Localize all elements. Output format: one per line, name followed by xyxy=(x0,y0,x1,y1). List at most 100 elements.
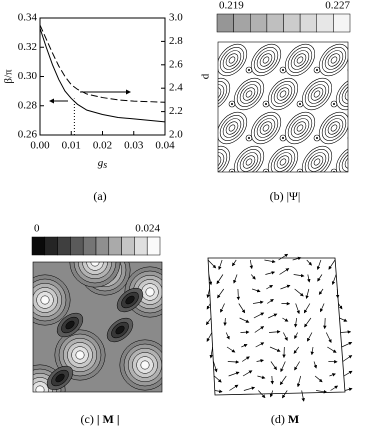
vector-arrow xyxy=(328,259,336,270)
contour-dot xyxy=(316,137,318,139)
contour-dot xyxy=(263,33,269,39)
vector-arrow xyxy=(213,375,222,383)
contour-level xyxy=(75,350,85,360)
contour-line xyxy=(253,115,279,141)
contour-line xyxy=(284,111,316,145)
vector-arrow xyxy=(270,375,274,385)
colorbar-cell xyxy=(299,13,317,33)
contour-line xyxy=(273,84,293,104)
contour-line xyxy=(194,192,202,201)
contour-dot xyxy=(282,69,284,71)
caption-symbol: |Ψ| xyxy=(287,189,301,203)
contour-line xyxy=(279,158,287,166)
contour-line xyxy=(296,124,304,132)
contour-line xyxy=(324,118,344,138)
vector-arrow xyxy=(306,259,312,266)
vector-arrow xyxy=(292,256,302,261)
contour-line xyxy=(321,115,347,141)
colorbar-cell xyxy=(82,236,97,256)
contour-line xyxy=(245,90,253,98)
contour-line xyxy=(186,115,211,141)
vector-arrow xyxy=(267,298,274,304)
vector-arrow xyxy=(303,303,311,314)
contour-line xyxy=(360,119,365,136)
contour-line xyxy=(313,158,321,166)
vector-arrow xyxy=(304,317,312,328)
vector-arrow xyxy=(218,259,223,270)
colorbar-cell xyxy=(44,236,58,256)
panel-caption: (b) |Ψ| xyxy=(270,189,301,203)
contour-line xyxy=(239,84,259,104)
contour-dot xyxy=(228,168,236,172)
contour-dot xyxy=(350,69,352,71)
contour-line xyxy=(276,87,290,101)
contour-line xyxy=(317,179,350,213)
plot-frame xyxy=(39,17,166,136)
contour-line xyxy=(310,155,324,169)
contour-line xyxy=(177,38,219,81)
contour-line xyxy=(307,84,327,104)
vector-arrow xyxy=(252,300,264,305)
vector-arrow xyxy=(226,346,236,353)
contour-dot xyxy=(265,35,267,37)
contour-dot xyxy=(331,33,337,39)
colorbar-cell xyxy=(146,236,161,256)
colorbar-cell xyxy=(70,236,84,256)
contour-line xyxy=(347,38,365,81)
contour-line xyxy=(356,47,365,73)
vector-arrow xyxy=(225,332,230,340)
contour-line xyxy=(218,77,231,111)
contour-line xyxy=(211,174,253,217)
map-frame xyxy=(32,261,163,393)
y-axis-label: β/π xyxy=(3,69,15,84)
vector-arrow xyxy=(331,274,337,285)
vector-arrow xyxy=(323,317,327,330)
y2-tick-label: 2.4 xyxy=(169,82,183,94)
contour-dot xyxy=(282,205,284,207)
contour-line xyxy=(190,119,207,136)
vector-arrow xyxy=(241,344,248,348)
colorbar-max: 0.024 xyxy=(135,223,160,235)
contour-line xyxy=(304,149,330,172)
contour-map xyxy=(177,33,365,217)
contour-line xyxy=(218,81,228,107)
vector-arrow xyxy=(238,303,246,314)
contour-line xyxy=(218,145,231,172)
contour-line xyxy=(186,183,211,209)
contour-line xyxy=(330,192,338,201)
contour-dot xyxy=(347,136,348,140)
contour-line xyxy=(236,149,262,172)
contour-level xyxy=(40,295,50,305)
contour-line xyxy=(347,174,365,217)
contour-dot xyxy=(218,136,219,140)
contour-line xyxy=(324,50,344,70)
vector-arrow xyxy=(256,359,264,363)
vector-arrow xyxy=(279,268,290,275)
y2-tick-label: 2.6 xyxy=(169,58,183,70)
contour-line xyxy=(270,81,296,107)
contour-level xyxy=(35,385,45,392)
contour-line xyxy=(190,51,207,68)
vector-arrow xyxy=(217,288,225,299)
vector-arrow xyxy=(213,361,218,373)
panel-caption: (c) | M | xyxy=(81,412,120,426)
vector-arrow xyxy=(293,346,299,354)
contour-dot xyxy=(347,68,348,72)
vector-arrow xyxy=(344,387,353,392)
contour-line xyxy=(219,47,245,73)
vector-arrow xyxy=(269,390,274,398)
contour-dot xyxy=(333,103,335,105)
contour-line xyxy=(190,187,207,204)
contour-line xyxy=(242,87,256,101)
vector-arrow xyxy=(252,288,261,293)
y2-tick-label: 2.0 xyxy=(169,129,183,141)
vector-arrow xyxy=(243,386,256,391)
vector-arrow xyxy=(214,389,223,393)
vector-arrow xyxy=(296,375,302,388)
contour-line xyxy=(301,145,333,172)
vector-arrow xyxy=(228,371,240,377)
contour-dot xyxy=(297,33,303,39)
vector-frame xyxy=(207,257,346,396)
contour-line xyxy=(245,158,253,166)
